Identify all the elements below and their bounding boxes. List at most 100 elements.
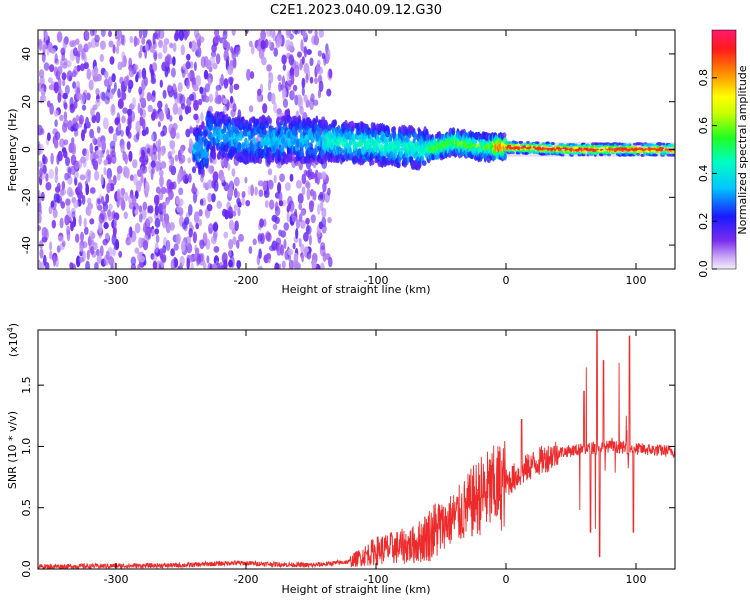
spectrogram-cell [90, 246, 95, 255]
spectrogram-cell [165, 221, 171, 234]
spectrogram-cell [160, 161, 167, 169]
spectrogram-cell [308, 234, 312, 246]
spectrogram-cell [248, 40, 253, 48]
spectrogram-cell [229, 84, 234, 94]
spectrogram-cell [228, 122, 231, 131]
spectrogram-cell [149, 45, 155, 53]
spectrogram-cell [54, 53, 58, 64]
spectrogram-cell [152, 144, 157, 155]
spectrogram-cell [268, 40, 272, 47]
spectrogram-cell [139, 213, 143, 223]
spectrogram-cell [112, 247, 116, 257]
spectrogram-cell [81, 194, 86, 205]
spectrogram-cell [251, 137, 257, 145]
spectrogram-cell [116, 30, 123, 38]
spectrogram-cell [120, 144, 125, 154]
spectrogram-cell [289, 33, 294, 40]
spectrogram-cell [234, 220, 239, 232]
spectrogram-cell [66, 229, 71, 242]
spectrogram-cell [192, 231, 197, 244]
spectrogram-cell [150, 134, 154, 141]
y-tick-label: 0 [20, 146, 33, 153]
spectrogram-cell [74, 176, 78, 186]
spectrogram-cell [185, 61, 191, 70]
spectrogram-cell [39, 167, 43, 178]
spectrogram-cell [641, 148, 646, 152]
spectrogram-cell [109, 56, 115, 65]
spectrogram-cell [274, 262, 280, 269]
bottom-y-ticks: 0.0 0.5 1.0 1.5 [20, 376, 675, 578]
spectrogram-cell [121, 115, 126, 124]
spectrogram-cell [133, 173, 138, 186]
spectrogram-cell [45, 181, 52, 191]
spectrogram-cell [258, 189, 264, 197]
spectrogram-cell [269, 199, 275, 210]
spectrogram-cell [283, 222, 290, 231]
colorbar-tick-label: 0.8 [697, 69, 710, 87]
spectrogram-cell [39, 248, 44, 259]
spectrogram-cell [510, 151, 515, 155]
spectrogram-cell [39, 240, 44, 249]
spectrogram-cell [262, 180, 268, 192]
spectrogram-cell [180, 154, 186, 164]
y-tick-label: -20 [20, 188, 33, 206]
spectrogram-cell [129, 174, 134, 181]
spectrogram-cell [100, 174, 104, 186]
spectrogram-cell [126, 141, 131, 150]
spectrogram-cell [103, 70, 109, 79]
spectrogram-cell [219, 77, 224, 84]
spectrogram-cell [116, 165, 123, 174]
spectrogram-cell [376, 146, 380, 152]
spectrogram-cell [161, 201, 167, 209]
spectrogram-cell [41, 226, 48, 238]
spectrogram-cell [75, 122, 80, 130]
spectrogram-cell [152, 260, 158, 269]
spectrogram-cell [315, 115, 319, 123]
spectrogram-cell [85, 149, 90, 161]
spectrogram-cell [136, 131, 140, 140]
spectrogram-cell [172, 42, 177, 53]
spectrogram-cell [52, 208, 58, 219]
spectrogram-cell [301, 56, 305, 65]
spectrogram-cell [50, 199, 57, 211]
spectrogram-cell [97, 155, 103, 165]
spectrogram-cell [171, 148, 176, 155]
x-tick-label: -300 [104, 274, 129, 287]
spectrogram-cell [438, 139, 443, 146]
spectrogram-cell [298, 213, 303, 223]
spectrogram-cell [306, 188, 311, 201]
spectrogram-cell [109, 140, 116, 149]
spectrogram-cell [78, 256, 84, 263]
spectrogram-cell [301, 186, 306, 196]
spectrogram-cell [61, 72, 67, 81]
spectrogram-cell [66, 204, 70, 214]
spectrogram-cell [211, 193, 216, 203]
spectrogram-cell [313, 34, 320, 46]
spectrogram-cell [87, 197, 92, 205]
spectrogram-cell [291, 91, 295, 99]
spectrogram-cell [299, 105, 304, 115]
spectrogram-cell [223, 259, 228, 269]
spectrogram-cell [198, 209, 203, 217]
spectrogram-cell [175, 132, 180, 140]
spectrogram-cell [202, 181, 207, 189]
spectrogram-cell [56, 31, 63, 43]
spectrogram-cell [228, 259, 233, 268]
spectrogram-cell [57, 150, 63, 162]
spectrogram-cell [227, 186, 234, 198]
spectrogram-cell [69, 40, 75, 48]
spectrogram-cell [169, 140, 176, 150]
spectrogram-cell [71, 263, 76, 269]
spectrogram-cell [293, 67, 300, 78]
spectrogram-cell [144, 76, 148, 87]
spectrogram-cell [233, 204, 238, 211]
spectrogram-cell [138, 205, 143, 213]
spectrogram-cell [172, 103, 179, 115]
spectrogram-cell [298, 203, 303, 211]
spectrogram-cell [257, 88, 262, 97]
spectrogram-cell [199, 86, 204, 95]
spectrogram-cell [225, 113, 229, 121]
spectrogram-cell [537, 143, 542, 147]
x-tick-label: -200 [234, 274, 259, 287]
spectrogram-cell [161, 254, 167, 263]
